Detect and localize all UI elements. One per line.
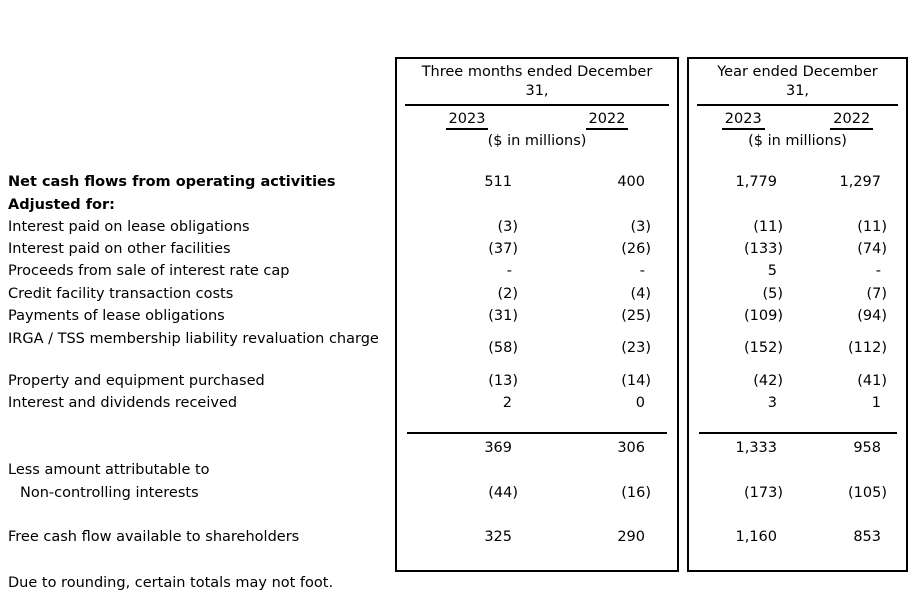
rounding-footnote: Due to rounding, certain totals may not … (8, 575, 334, 591)
col-header-2022: 2022 (585, 111, 629, 130)
year-columns: 2023 2022 (689, 111, 906, 130)
value-cell: (74) (857, 241, 887, 257)
value-cell: (152) (744, 340, 783, 356)
value-cell: 290 (617, 529, 645, 545)
row-label: Proceeds from sale of interest rate cap (8, 263, 290, 279)
value-cell: (58) (488, 340, 518, 356)
value-cell: 1 (871, 395, 881, 411)
period-box-three-months: Three months ended December 31, 2023 202… (395, 57, 679, 572)
value-cell: (94) (857, 308, 887, 324)
value-cell: (4) (630, 286, 651, 302)
value-cell: 400 (617, 174, 645, 190)
value-cell: (11) (857, 219, 887, 235)
row-free-cash-flow: Free cash flow available to shareholders… (0, 526, 919, 548)
col-header-2023: 2023 (721, 111, 765, 130)
row-label: Interest paid on other facilities (8, 241, 231, 257)
row-interest-lease: Interest paid on lease obligations (3) (… (0, 216, 919, 238)
row-non-controlling-interests: Non-controlling interests (44) (16) (173… (0, 482, 919, 504)
row-property-equipment: Property and equipment purchased (13) (1… (0, 370, 919, 392)
value-cell: 369 (484, 440, 512, 456)
subtotal-rule (699, 432, 897, 434)
row-label: Credit facility transaction costs (8, 286, 234, 302)
units-label: ($ in millions) (748, 133, 847, 149)
col-header-2023: 2023 (445, 111, 489, 130)
value-cell: (5) (762, 286, 783, 302)
row-label: Free cash flow available to shareholders (8, 529, 300, 545)
value-cell: (105) (848, 485, 887, 501)
row-net-cash-operating: Net cash flows from operating activities… (0, 171, 919, 193)
value-cell: 1,297 (839, 174, 881, 190)
value-cell: (112) (848, 340, 887, 356)
value-cell: (3) (497, 219, 518, 235)
value-cell: (31) (488, 308, 518, 324)
subtotal-rule (407, 432, 667, 434)
row-subtotal: 369 306 1,333 958 (0, 437, 919, 459)
row-label: Adjusted for: (8, 197, 115, 213)
value-cell: (41) (857, 373, 887, 389)
row-label: Non-controlling interests (20, 485, 199, 501)
row-label: Less amount attributable to (8, 462, 210, 478)
row-payments-lease: Payments of lease obligations (31) (25) … (0, 305, 919, 327)
year-columns: 2023 2022 (397, 111, 677, 130)
value-cell: (14) (621, 373, 651, 389)
value-cell: - (506, 263, 512, 279)
value-cell: 1,779 (735, 174, 777, 190)
row-interest-other: Interest paid on other facilities (37) (… (0, 238, 919, 260)
units-label: ($ in millions) (487, 133, 587, 149)
value-cell: 325 (484, 529, 512, 545)
row-less-attributable: Less amount attributable to (0, 459, 919, 481)
row-label: Net cash flows from operating activities (8, 174, 336, 190)
value-cell: (26) (621, 241, 651, 257)
value-cell: (3) (630, 219, 651, 235)
value-cell: (7) (866, 286, 887, 302)
period-box-year: Year ended December 31, 2023 2022 ($ in … (687, 57, 908, 572)
value-cell: 2 (502, 395, 512, 411)
value-cell: (173) (744, 485, 783, 501)
row-label: Property and equipment purchased (8, 373, 265, 389)
value-cell: 1,160 (735, 529, 777, 545)
row-proceeds-rate-cap: Proceeds from sale of interest rate cap … (0, 260, 919, 282)
value-cell: (42) (753, 373, 783, 389)
value-cell: (133) (744, 241, 783, 257)
row-irga-tss-revaluation: IRGA / TSS membership liability revaluat… (0, 327, 919, 370)
value-cell: 5 (767, 263, 777, 279)
row-interest-dividends: Interest and dividends received 2 0 3 1 (0, 392, 919, 414)
row-label: Payments of lease obligations (8, 308, 225, 324)
row-credit-facility-costs: Credit facility transaction costs (2) (4… (0, 283, 919, 305)
value-cell: (37) (488, 241, 518, 257)
value-cell: 306 (617, 440, 645, 456)
value-cell: (13) (488, 373, 518, 389)
value-cell: 511 (484, 174, 512, 190)
value-cell: (23) (621, 340, 651, 356)
col-header-2022: 2022 (830, 111, 874, 130)
row-label: Interest paid on lease obligations (8, 219, 250, 235)
value-cell: - (639, 263, 645, 279)
value-cell: 958 (853, 440, 881, 456)
value-cell: (44) (488, 485, 518, 501)
value-cell: (109) (744, 308, 783, 324)
value-cell: (11) (753, 219, 783, 235)
row-adjusted-for: Adjusted for: (0, 194, 919, 216)
value-cell: (25) (621, 308, 651, 324)
value-cell: 0 (635, 395, 645, 411)
row-label: Interest and dividends received (8, 395, 238, 411)
value-cell: 853 (853, 529, 881, 545)
value-cell: - (875, 263, 881, 279)
row-label: IRGA / TSS membership liability revaluat… (8, 331, 379, 347)
period-title: Year ended December 31, (697, 63, 898, 106)
value-cell: 1,333 (735, 440, 777, 456)
period-title: Three months ended December 31, (405, 63, 669, 106)
value-cell: 3 (767, 395, 777, 411)
value-cell: (2) (497, 286, 518, 302)
value-cell: (16) (621, 485, 651, 501)
